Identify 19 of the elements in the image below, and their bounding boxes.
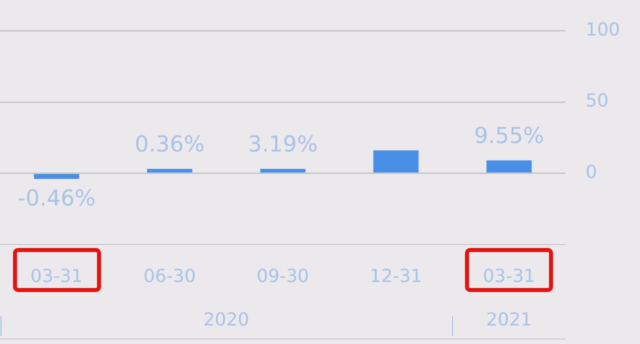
x-tick-label: 03-31 <box>482 266 536 287</box>
x-tick-label: 12-31 <box>370 266 422 287</box>
text: 2021 <box>486 310 532 331</box>
text: 2020 <box>203 310 250 331</box>
bar <box>34 174 80 179</box>
annotation: 0.36% <box>134 132 205 158</box>
annotation: 3.19% <box>248 132 318 158</box>
bar <box>260 168 306 172</box>
x-tick-label: 06-30 <box>144 266 196 287</box>
bar <box>373 150 419 172</box>
x-tick-label: 03-31 <box>30 266 83 287</box>
annotation: -0.46% <box>18 186 96 212</box>
y-tick-label: 100 <box>586 19 620 40</box>
annotation: 9.55% <box>474 124 544 150</box>
x-tick-label: 09-30 <box>256 266 309 287</box>
bar <box>486 160 532 172</box>
y-tick-label: 50 <box>586 90 609 112</box>
bar <box>147 168 192 172</box>
y-tick-label: 0 <box>586 162 598 183</box>
